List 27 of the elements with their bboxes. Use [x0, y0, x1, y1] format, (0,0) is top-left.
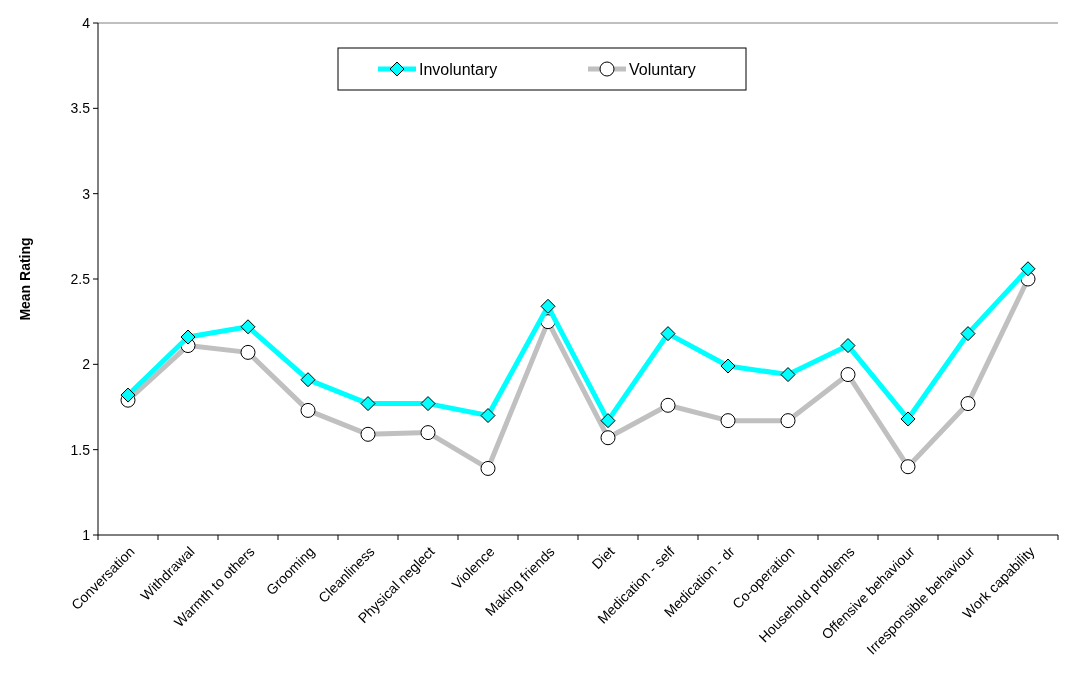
- point: [480, 408, 496, 424]
- point: [720, 358, 736, 374]
- point: [300, 372, 316, 388]
- point: [1020, 261, 1036, 277]
- point: [600, 413, 616, 429]
- y-tick-label: 1.5: [70, 441, 91, 458]
- y-tick-label: 3.5: [70, 100, 91, 117]
- point: [540, 298, 556, 314]
- point: [660, 326, 676, 342]
- y-tick-label: 2.5: [70, 270, 91, 287]
- point: [180, 329, 196, 345]
- y-tick-label: 2: [82, 356, 91, 373]
- point: [900, 411, 916, 427]
- y-tick-label: 4: [82, 14, 91, 31]
- y-axis-title: Mean Rating: [17, 237, 33, 321]
- y-tick-label: 3: [82, 185, 91, 202]
- point: [780, 367, 796, 383]
- legend-label: Involuntary: [419, 60, 498, 78]
- point: [960, 326, 976, 342]
- x-tick-label: Diet: [588, 543, 618, 573]
- point: [360, 396, 376, 412]
- point: [840, 338, 856, 354]
- point: [240, 319, 256, 335]
- y-tick-label: 1: [82, 526, 91, 543]
- legend-label: Voluntary: [629, 60, 696, 78]
- point: [420, 396, 436, 412]
- point: [120, 387, 136, 403]
